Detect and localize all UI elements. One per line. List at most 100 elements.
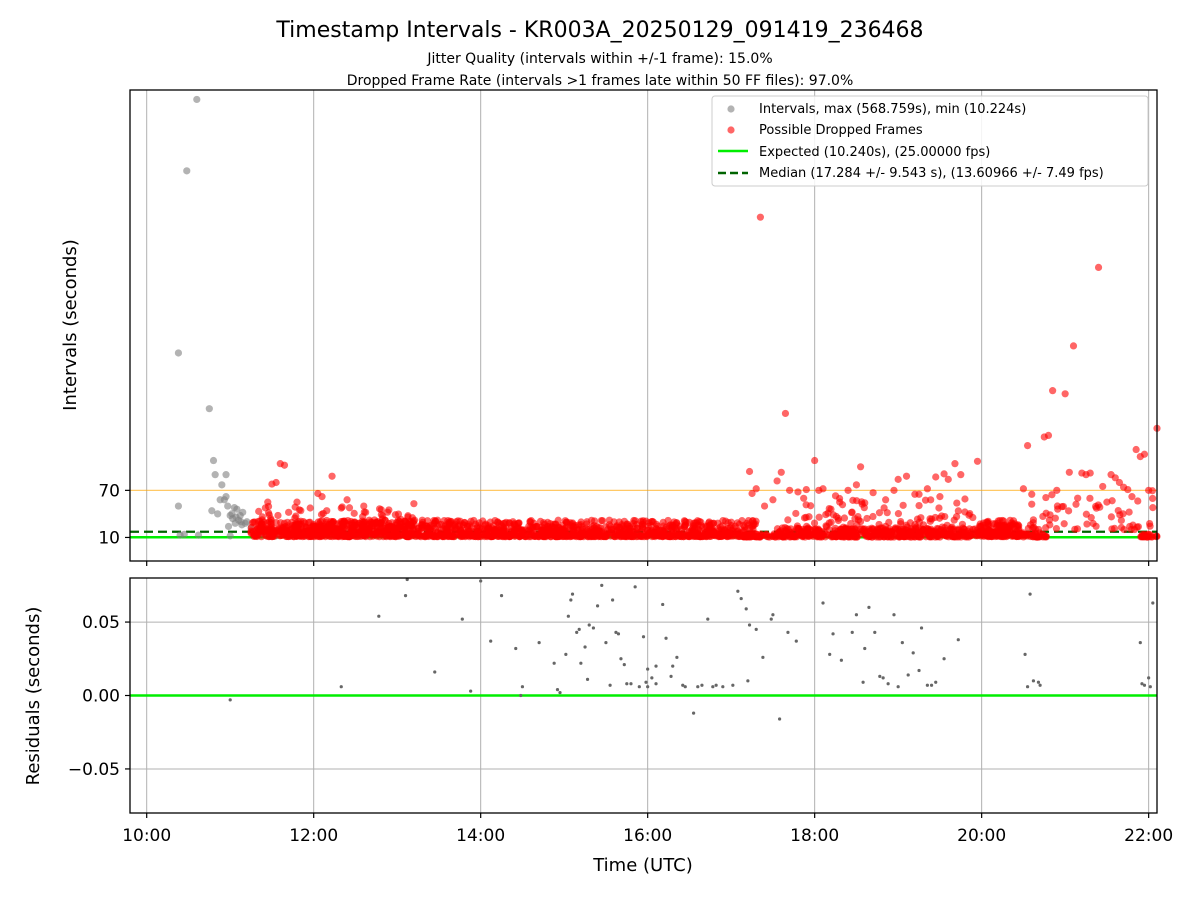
dropped-frame-point — [517, 526, 525, 534]
dropped-frame-point — [1072, 500, 1080, 508]
residual-point — [433, 670, 437, 674]
residual-point — [831, 632, 835, 636]
dropped-frame-point — [569, 523, 578, 531]
dropped-frame-point — [897, 520, 905, 528]
dropped-frame-point — [1138, 530, 1146, 539]
residual-point — [537, 641, 541, 645]
dropped-frame-point — [688, 530, 696, 539]
time-tick-label: 18:00 — [790, 826, 839, 846]
dropped-frame-point — [1111, 474, 1119, 482]
residual-point — [616, 632, 621, 636]
dropped-frame-point — [810, 519, 819, 527]
residual-point — [886, 682, 890, 686]
dropped-frame-point — [634, 532, 642, 541]
intervals-points — [174, 95, 1161, 541]
residual-point — [929, 683, 934, 687]
dropped-frame-point — [264, 502, 273, 511]
legend-median-label: Median (17.284 +/- 9.543 s), (13.60966 +… — [759, 166, 1104, 181]
figure-subtitle-dropped: Dropped Frame Rate (intervals >1 frames … — [347, 73, 854, 89]
dropped-frame-point — [1052, 524, 1061, 533]
residual-point — [696, 685, 700, 689]
dropped-frame-point — [255, 507, 263, 515]
dropped-frame-point — [856, 463, 865, 471]
dropped-frame-point — [376, 505, 384, 513]
intervals-y-tick-label: 70 — [98, 481, 120, 501]
dropped-frame-point — [950, 516, 958, 524]
residual-point — [671, 664, 675, 668]
dropped-frame-point — [836, 494, 844, 503]
residual-point — [769, 617, 773, 621]
residual-point — [777, 717, 782, 721]
residual-point — [377, 614, 381, 618]
dropped-frame-point — [250, 531, 259, 540]
dropped-frame-point — [1099, 482, 1107, 491]
dropped-frame-point — [792, 509, 800, 518]
dropped-frame-point — [1054, 505, 1062, 513]
residual-point — [587, 623, 591, 627]
dropped-frame-point — [825, 525, 834, 534]
legend-intervals-label: Intervals, max (568.759s), min (10.224s) — [759, 102, 1026, 117]
dropped-frame-point — [1125, 508, 1133, 516]
residual-point — [570, 592, 575, 596]
dropped-frame-point — [1082, 471, 1090, 479]
residual-point — [654, 664, 658, 668]
residual-point — [1028, 592, 1032, 596]
dropped-frame-point — [309, 525, 317, 534]
dropped-frame-point — [361, 532, 369, 540]
dropped-frame-point — [979, 521, 987, 529]
residual-point — [519, 693, 523, 698]
residual-point — [878, 674, 882, 679]
residual-point — [600, 583, 604, 587]
residual-point — [896, 685, 900, 689]
dropped-frame-point — [844, 486, 852, 494]
residual-point — [906, 673, 910, 677]
residual-point — [569, 598, 573, 602]
residual-point — [646, 685, 650, 689]
dropped-frame-point — [430, 533, 439, 541]
residual-point — [706, 617, 710, 621]
dropped-frame-point — [1031, 525, 1039, 533]
dropped-frame-point — [328, 472, 336, 480]
dropped-frame-point — [391, 533, 399, 541]
dropped-frame-point — [815, 513, 823, 521]
dropped-frame-point — [988, 533, 996, 541]
dropped-frame-point — [1069, 342, 1078, 350]
dropped-frame-point — [786, 486, 794, 494]
dropped-frame-point — [926, 517, 934, 525]
interval-point — [211, 471, 219, 479]
dropped-frame-point — [781, 409, 790, 418]
residual-point — [821, 601, 825, 605]
dropped-frame-point — [899, 501, 907, 509]
residual-point — [761, 655, 765, 659]
dropped-frame-point — [848, 508, 856, 517]
dropped-frame-point — [570, 532, 579, 540]
dropped-frame-point — [660, 528, 668, 536]
dropped-frame-point — [726, 524, 734, 532]
dropped-frame-point — [343, 496, 351, 504]
dropped-frame-point — [306, 504, 314, 512]
residual-point — [1142, 683, 1147, 687]
dropped-frame-point — [851, 533, 859, 541]
residual-point — [489, 639, 493, 643]
dropped-frame-point — [680, 517, 688, 525]
residual-point — [403, 594, 408, 598]
dropped-frame-point — [1132, 445, 1140, 454]
dropped-frame-point — [960, 525, 968, 533]
dropped-frame-point — [260, 518, 268, 526]
dropped-frame-point — [957, 471, 965, 479]
dropped-frame-point — [1114, 506, 1122, 515]
dropped-frame-point — [727, 518, 735, 526]
dropped-frame-point — [294, 525, 302, 534]
dropped-frame-point — [272, 518, 280, 527]
residuals-points — [228, 577, 1155, 721]
residual-point — [611, 598, 615, 602]
residual-point — [714, 683, 718, 687]
dropped-frame-point — [834, 516, 842, 525]
interval-point — [209, 456, 218, 465]
dropped-frame-point — [321, 533, 330, 541]
dropped-frame-point — [756, 213, 764, 221]
dropped-frame-point — [935, 531, 943, 539]
interval-point — [205, 405, 213, 413]
dropped-frame-point — [468, 523, 476, 531]
dropped-frame-point — [416, 531, 424, 539]
